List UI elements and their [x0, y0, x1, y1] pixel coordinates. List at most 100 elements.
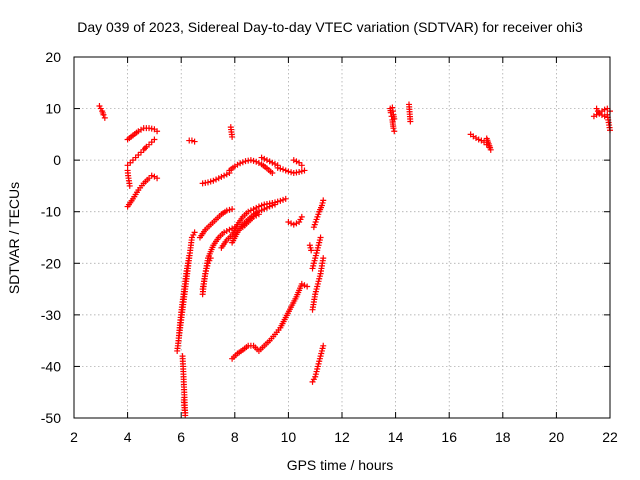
- data-point: [601, 106, 608, 113]
- series-arc-e2: [175, 252, 193, 344]
- data-point: [304, 283, 311, 290]
- data-point: [285, 219, 292, 226]
- data-point: [320, 255, 327, 262]
- data-point: [255, 159, 262, 166]
- data-point: [126, 182, 133, 189]
- tick-layer: 2 4 6 8 10 12 14 16 18 20 22 -50 -40 -30 -20 -10 0 10 20: [41, 49, 618, 445]
- series-arc-n2: [199, 255, 214, 293]
- series-arc-x: [406, 101, 414, 125]
- x-tick-label: 20: [549, 429, 565, 445]
- data-point: [229, 206, 236, 213]
- series-arc-w2: [389, 104, 398, 122]
- data-point: [253, 204, 260, 211]
- data-point: [239, 159, 246, 166]
- data-point: [215, 175, 222, 182]
- x-tick-label: 12: [334, 429, 350, 445]
- data-point: [475, 136, 482, 143]
- data-point: [282, 195, 289, 202]
- data-point: [487, 146, 494, 153]
- data-point: [247, 157, 254, 164]
- data-point: [272, 201, 278, 208]
- data-point: [207, 255, 214, 262]
- data-points: [96, 101, 613, 419]
- data-point: [229, 133, 236, 140]
- data-point: [269, 159, 276, 166]
- series-arc-t2: [309, 234, 324, 272]
- data-point: [186, 252, 193, 259]
- data-point: [247, 207, 254, 214]
- y-tick-label: 20: [45, 49, 61, 65]
- series-arc-f2: [180, 396, 189, 416]
- series-arc-l: [274, 164, 308, 177]
- data-point: [223, 207, 230, 214]
- x-tick-label: 16: [441, 429, 457, 445]
- series-arc-o: [218, 195, 289, 251]
- series-arc-l2: [290, 157, 305, 169]
- data-point: [191, 229, 198, 236]
- data-point: [253, 212, 260, 219]
- data-point: [221, 172, 228, 179]
- chart-title: Day 039 of 2023, Sidereal Day-to-day VTE…: [77, 19, 583, 35]
- y-tick-label: 0: [53, 152, 61, 168]
- data-point: [207, 178, 214, 185]
- data-point: [288, 169, 295, 176]
- data-point: [221, 229, 228, 236]
- data-point: [182, 409, 189, 416]
- data-point: [298, 162, 305, 169]
- data-point: [226, 226, 233, 233]
- data-point: [261, 206, 268, 213]
- data-point: [301, 282, 308, 289]
- data-point: [213, 176, 220, 183]
- data-point: [245, 208, 252, 215]
- x-tick-label: 10: [281, 429, 297, 445]
- data-point: [101, 114, 108, 121]
- x-tick-label: 22: [602, 429, 618, 445]
- y-axis-label: SDTVAR / TECUs: [6, 182, 22, 294]
- data-point: [210, 177, 217, 184]
- x-tick-label: 8: [231, 429, 239, 445]
- data-point: [296, 169, 303, 176]
- series-arc-u: [310, 197, 327, 231]
- data-point: [255, 211, 262, 218]
- series-arc-p: [239, 211, 262, 231]
- data-point: [154, 175, 161, 182]
- data-point: [290, 221, 297, 228]
- x-tick-label: 14: [388, 429, 404, 445]
- series-arc-r: [229, 280, 311, 362]
- data-point: [269, 170, 276, 177]
- x-tick-label: 4: [124, 429, 132, 445]
- data-point: [154, 128, 161, 135]
- series-arc-y2: [483, 135, 494, 153]
- data-point: [250, 157, 257, 164]
- data-point: [288, 220, 295, 227]
- data-point: [263, 157, 270, 164]
- x-tick-label: 18: [495, 429, 511, 445]
- data-point: [298, 168, 305, 175]
- data-point: [148, 172, 155, 179]
- data-point: [100, 111, 107, 118]
- data-point: [218, 173, 225, 180]
- data-point: [391, 128, 398, 135]
- data-point: [250, 213, 257, 220]
- x-tick-label: 6: [177, 429, 185, 445]
- series-arc-o2: [229, 201, 278, 246]
- data-point: [390, 125, 397, 132]
- data-point: [258, 207, 265, 214]
- series-arc-c: [124, 136, 158, 169]
- data-point: [269, 202, 276, 209]
- data-point: [298, 280, 305, 287]
- data-point: [298, 213, 305, 220]
- data-point: [266, 158, 273, 165]
- data-point: [151, 136, 158, 143]
- data-point: [596, 110, 603, 117]
- data-point: [237, 160, 244, 167]
- data-point: [188, 137, 195, 144]
- series-arc-c2: [124, 167, 133, 189]
- data-point: [407, 118, 414, 125]
- y-tick-label: -30: [41, 307, 61, 323]
- data-point: [320, 342, 327, 349]
- series-arc-m: [196, 206, 236, 241]
- series-arc-z: [590, 105, 613, 120]
